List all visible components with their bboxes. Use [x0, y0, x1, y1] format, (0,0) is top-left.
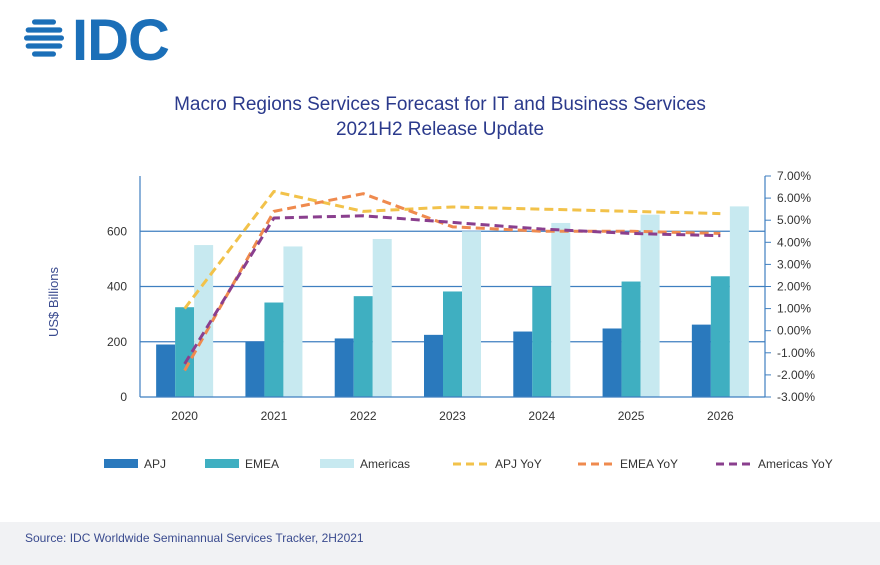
bar-emea — [621, 281, 641, 397]
x-tick-label: 2023 — [439, 409, 466, 423]
globe-stripe — [25, 43, 63, 49]
y2-tick-label: -1.00% — [777, 346, 815, 360]
legend-label: EMEA YoY — [620, 457, 678, 471]
globe-stripe — [32, 19, 56, 25]
y2-tick-label: -2.00% — [777, 368, 815, 382]
bar-apj — [691, 324, 711, 397]
globe-stripe — [24, 35, 64, 41]
x-tick-label: 2020 — [171, 409, 198, 423]
yoy-lines — [183, 189, 721, 372]
y-tick-label: 200 — [107, 335, 127, 349]
line-emea-yoy — [183, 192, 721, 372]
chart-subtitle: 2021H2 Release Update — [336, 119, 544, 140]
line-americas-yoy — [183, 214, 721, 365]
y2-tick-label: 7.00% — [777, 169, 811, 183]
bar-emea — [175, 307, 195, 397]
legend: APJ EMEA Americas APJ YoY EMEA YoY Americas Y… — [104, 457, 833, 471]
x-tick-label: 2022 — [350, 409, 377, 423]
line-apj-yoy — [183, 189, 721, 310]
y2-tick-label: 1.00% — [777, 302, 811, 316]
y-tick-label: 400 — [107, 280, 127, 294]
chart-title: Macro Regions Services Forecast for IT a… — [174, 94, 706, 115]
y2-tick-label: 0.00% — [777, 324, 811, 338]
bar-emea — [353, 296, 373, 397]
y2-tick-label: -3.00% — [777, 390, 815, 404]
footer-band — [0, 522, 880, 565]
bar-apj — [424, 334, 443, 397]
bar-americas — [462, 231, 481, 397]
y-tick-label: 0 — [120, 390, 127, 404]
bar-emea — [443, 291, 462, 397]
bar-americas — [640, 214, 660, 397]
y2-tick-label: 5.00% — [777, 213, 811, 227]
x-tick-label: 2026 — [707, 409, 734, 423]
idc-logo: IDC — [24, 8, 170, 73]
y2-tick-label: 6.00% — [777, 191, 811, 205]
bar-emea — [532, 286, 552, 397]
bar-americas — [729, 206, 749, 397]
bar-emea — [710, 276, 730, 397]
bar-americas — [372, 238, 392, 397]
bar-apj — [156, 344, 176, 397]
legend-label: APJ YoY — [495, 457, 542, 471]
y2-tick-label: 4.00% — [777, 235, 811, 249]
globe-icon — [24, 19, 64, 57]
logo-text: IDC — [72, 8, 169, 73]
bar-emea — [264, 302, 284, 397]
bar-americas — [551, 222, 571, 397]
globe-stripe — [32, 51, 56, 57]
bar-apj — [245, 341, 265, 397]
x-tick-label: 2024 — [528, 409, 555, 423]
y-axis-label: US$ Billions — [46, 266, 61, 337]
x-tick-label: 2025 — [618, 409, 645, 423]
legend-label: EMEA — [245, 457, 279, 471]
bars — [156, 206, 749, 397]
legend-swatch — [205, 459, 239, 468]
y2-tick-label: 3.00% — [777, 257, 811, 271]
legend-label: Americas YoY — [758, 457, 833, 471]
legend-swatch — [104, 459, 138, 468]
bar-americas — [194, 245, 214, 397]
source-note: Source: IDC Worldwide Seminannual Servic… — [25, 531, 364, 545]
legend-label: APJ — [144, 457, 166, 471]
bar-apj — [334, 338, 354, 397]
legend-label: Americas — [360, 457, 410, 471]
x-tick-label: 2021 — [261, 409, 288, 423]
bar-apj — [513, 331, 533, 397]
bar-americas — [283, 246, 303, 397]
globe-stripe — [25, 27, 63, 33]
legend-swatch — [320, 459, 354, 468]
y2-tick-label: 2.00% — [777, 280, 811, 294]
y-tick-label: 600 — [107, 224, 127, 238]
axes: 0 200 400 600 -3.00% -2.00% -1.00% 0.00% 1.00% 2.… — [107, 169, 815, 423]
bar-apj — [602, 328, 622, 397]
